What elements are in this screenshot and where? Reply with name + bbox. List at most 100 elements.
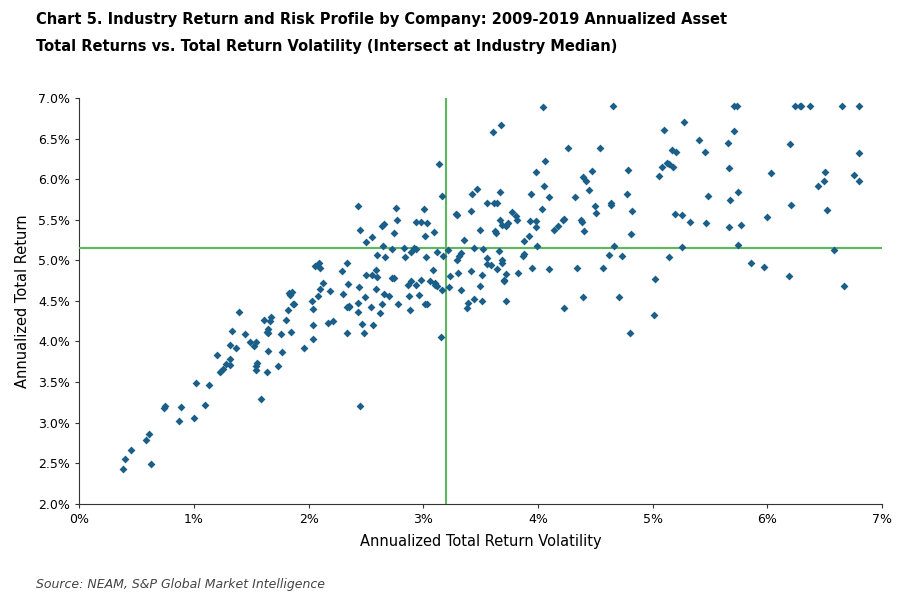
Point (834, 101, 849, 111)
Point (366, 320, 381, 329)
Point (397, 253, 412, 262)
Point (474, 296, 489, 306)
Point (604, 198, 619, 208)
Point (260, 328, 275, 337)
Point (355, 319, 369, 328)
Point (744, 258, 758, 268)
Point (420, 299, 434, 309)
Point (418, 253, 433, 262)
Point (551, 221, 565, 231)
Point (593, 143, 608, 153)
Point (492, 246, 506, 256)
Point (414, 275, 428, 285)
Point (596, 263, 610, 272)
Point (619, 189, 634, 199)
Point (675, 242, 689, 252)
Text: Source: NEAM, S&P Global Market Intelligence: Source: NEAM, S&P Global Market Intellig… (36, 578, 326, 591)
Point (409, 281, 424, 290)
Point (287, 299, 301, 308)
Point (435, 251, 450, 261)
Point (577, 226, 591, 235)
Point (501, 218, 515, 228)
Point (418, 299, 433, 308)
Point (505, 207, 520, 217)
Point (426, 266, 441, 275)
Y-axis label: Annualized Total Return: Annualized Total Return (15, 214, 30, 388)
Point (430, 281, 444, 291)
Point (312, 259, 327, 268)
Point (124, 445, 139, 455)
Point (279, 315, 294, 325)
Point (727, 101, 741, 111)
Point (722, 222, 736, 232)
Point (340, 302, 355, 312)
Point (782, 271, 796, 281)
Point (389, 203, 404, 213)
Point (837, 281, 852, 291)
Point (480, 259, 494, 269)
Point (530, 241, 544, 251)
Point (308, 262, 323, 271)
Point (139, 435, 153, 445)
Point (142, 430, 157, 439)
Point (116, 464, 131, 473)
Point (264, 312, 278, 322)
Point (490, 265, 504, 274)
Point (249, 337, 263, 347)
Point (417, 232, 432, 241)
Point (497, 276, 512, 286)
Point (826, 245, 841, 255)
Point (465, 189, 480, 199)
Point (434, 332, 449, 342)
Point (401, 280, 415, 290)
Point (375, 241, 390, 250)
Text: Chart 5. Industry Return and Risk Profile by Company: 2009-2019 Annualized Asset: Chart 5. Industry Return and Risk Profil… (36, 12, 727, 27)
Point (336, 290, 350, 299)
Point (441, 245, 455, 255)
Point (470, 184, 484, 194)
Point (342, 302, 356, 312)
Point (524, 189, 539, 199)
Point (156, 403, 171, 413)
Point (287, 299, 301, 309)
Point (385, 244, 399, 253)
Point (449, 209, 463, 218)
Point (297, 344, 311, 353)
Point (377, 252, 392, 262)
Point (463, 206, 478, 216)
Point (389, 215, 404, 224)
Point (561, 143, 576, 153)
Point (249, 365, 263, 375)
Point (213, 367, 228, 377)
Point (369, 284, 384, 294)
Point (238, 329, 252, 338)
Point (666, 162, 680, 172)
Point (723, 196, 737, 205)
Point (648, 274, 662, 284)
Point (535, 103, 550, 112)
Point (579, 176, 593, 186)
Point (657, 125, 671, 135)
Point (427, 280, 442, 289)
Point (764, 169, 778, 178)
Point (364, 302, 378, 311)
Point (232, 307, 247, 317)
Point (535, 204, 550, 214)
Point (722, 163, 736, 173)
Point (529, 216, 543, 226)
Point (467, 294, 482, 304)
Point (189, 379, 203, 388)
Point (283, 290, 297, 300)
Point (342, 301, 356, 311)
Point (433, 159, 447, 169)
Point (376, 289, 391, 299)
Point (352, 283, 366, 292)
Point (280, 305, 295, 314)
Point (263, 316, 278, 326)
Point (222, 355, 237, 364)
Point (604, 200, 619, 210)
Point (816, 176, 831, 186)
Point (784, 200, 798, 210)
Point (224, 326, 239, 336)
Point (390, 299, 405, 309)
